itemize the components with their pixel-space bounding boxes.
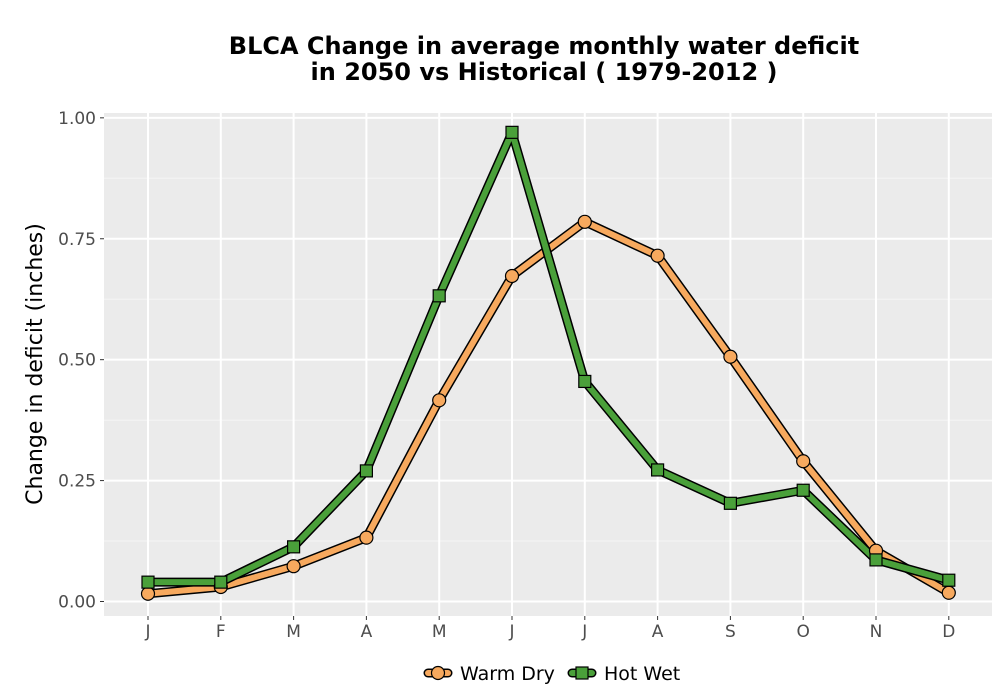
legend-key-square (575, 666, 589, 680)
y-tick-label: 1.00 (58, 109, 96, 129)
y-tick-label: 0.25 (58, 472, 96, 492)
x-tick-label: F (216, 622, 226, 642)
data-point-hot-wet (505, 125, 519, 139)
legend-label-warm-dry: Warm Dry (460, 663, 555, 685)
data-point-warm-dry (432, 393, 447, 408)
grid-minor (104, 177, 992, 542)
x-tick-label: A (361, 622, 373, 642)
y-axis-title: Change in deficit (inches) (23, 223, 48, 505)
data-point-hot-wet (214, 575, 228, 589)
data-point-warm-dry (650, 248, 665, 263)
series-line-hot-wet (145, 129, 952, 586)
x-tick-label: J (144, 622, 150, 642)
data-point-warm-dry (941, 585, 956, 600)
data-point-warm-dry (577, 214, 592, 229)
y-tick-label: 0.00 (58, 592, 96, 612)
x-tick-label: N (870, 622, 883, 642)
data-point-hot-wet (432, 289, 446, 303)
data-point-hot-wet (287, 540, 301, 554)
data-point-warm-dry (796, 454, 811, 469)
x-tick-label: M (432, 622, 447, 642)
grid-major (104, 113, 992, 616)
data-point-hot-wet (723, 496, 738, 510)
data-point-warm-dry (140, 586, 156, 601)
y-axis-ticks: 0.00 0.25 0.50 0.75 1.00 (58, 109, 104, 612)
data-point-warm-dry (359, 530, 374, 545)
legend-key-circle (430, 665, 446, 681)
x-tick-label: J (508, 622, 514, 642)
y-tick-label: 0.75 (58, 230, 96, 250)
data-point-hot-wet (650, 463, 665, 477)
data-point-hot-wet (578, 374, 592, 389)
data-point-warm-dry (504, 268, 520, 284)
data-point-hot-wet (141, 575, 155, 589)
legend: Warm Dry Hot Wet (423, 663, 680, 685)
legend-label-hot-wet: Hot Wet (604, 663, 680, 685)
chart-title-line1: BLCA Change in average monthly water def… (229, 32, 859, 60)
data-point-warm-dry (723, 349, 738, 364)
x-tick-label: S (725, 622, 736, 642)
chart-title-line2: in 2050 vs Historical ( 1979-2012 ) (311, 58, 778, 86)
x-tick-label: A (652, 622, 664, 642)
data-point-hot-wet (942, 573, 956, 587)
y-tick-label: 0.50 (58, 351, 96, 371)
data-point-warm-dry (286, 559, 301, 574)
x-tick-label: D (942, 622, 955, 642)
data-point-hot-wet (869, 553, 883, 567)
series-lines (143, 127, 954, 599)
x-tick-label: J (581, 622, 587, 642)
x-tick-label: O (797, 622, 810, 642)
data-point-hot-wet (796, 483, 810, 497)
data-point-hot-wet (359, 464, 373, 478)
x-tick-label: M (286, 622, 301, 642)
series-markers (140, 125, 956, 601)
